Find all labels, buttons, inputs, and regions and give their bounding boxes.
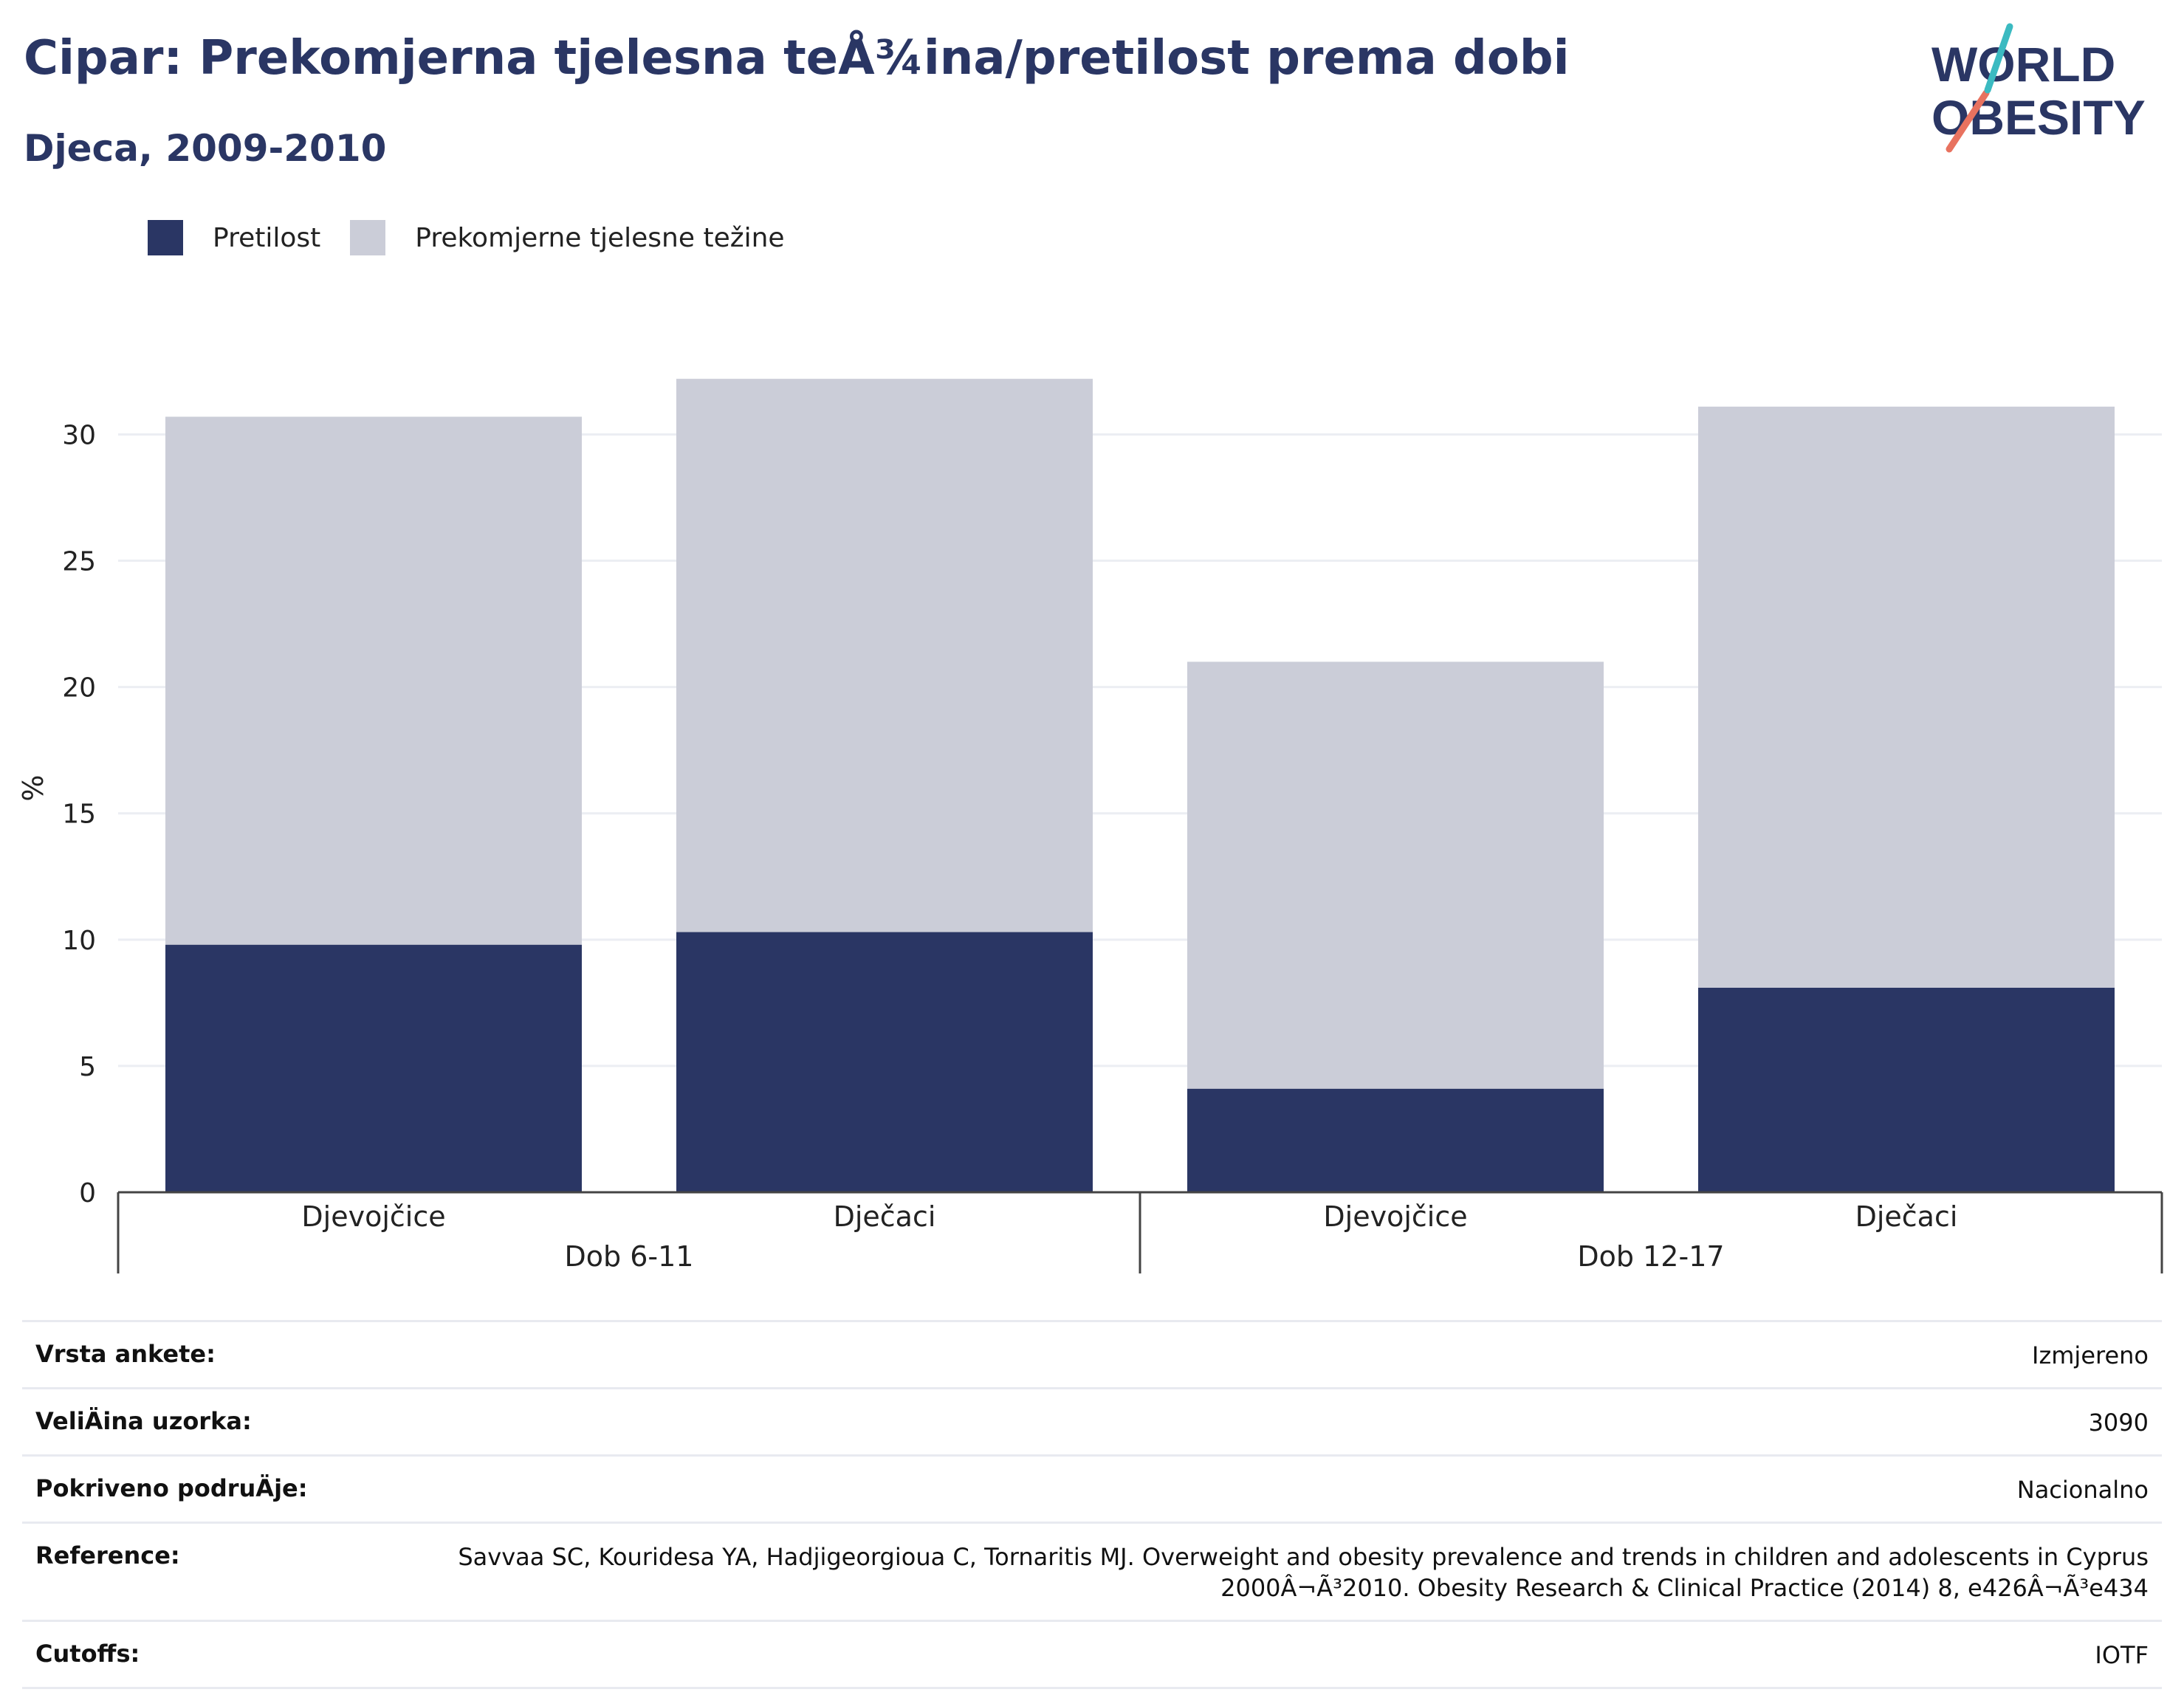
bar-overweight [676, 379, 1093, 932]
info-row-survey-type: Vrsta ankete: Izmjereno [22, 1320, 2162, 1387]
chart-subtitle: Djeca, 2009-2010 [24, 127, 386, 170]
legend-swatch-obesity [148, 220, 183, 255]
info-label: Reference: [35, 1541, 180, 1603]
bar-obesity [1698, 988, 2115, 1192]
y-tick-label: 15 [62, 800, 96, 830]
x-tick-label: Dječaci [834, 1200, 936, 1233]
info-label: Cutoffs: [35, 1640, 140, 1671]
y-tick-label: 20 [62, 673, 96, 704]
chart-legend: Pretilost Prekomjerne tjelesne težine [148, 219, 814, 257]
bar-overweight [165, 416, 582, 944]
bar-obesity [676, 932, 1093, 1192]
stacked-bar-chart: 0 5 10 15 20 25 30 Djevojčice Dječaci Djevojčice D… [0, 325, 2184, 1285]
group-label: Dob 12-17 [1577, 1240, 1724, 1273]
chart-title: Cipar: Prekomjerna tjelesna teÅ¾ina/pret… [24, 31, 1570, 86]
world-obesity-logo: WORLD OBESITY [1920, 22, 2171, 162]
logo-text-line1: WORLD [1931, 37, 2115, 92]
info-label: Vrsta ankete: [35, 1340, 216, 1371]
info-label: VeliÄ ina uzorka: [35, 1407, 252, 1438]
y-tick-label: 0 [79, 1178, 96, 1208]
bar-overweight [1698, 407, 2115, 988]
x-tick-label: Dječaci [1855, 1200, 1958, 1233]
logo-text-line2: OBESITY [1931, 90, 2146, 145]
x-tick-label: Djevojčice [301, 1200, 445, 1233]
info-row-sample-size: VeliÄ ina uzorka: 3090 [22, 1387, 2162, 1454]
info-value: IOTF [2095, 1640, 2149, 1671]
info-row-cutoffs: Cutoffs: IOTF [22, 1620, 2162, 1689]
bar-overweight [1187, 661, 1604, 1088]
info-row-reference: Reference: Savvaa SC, Kouridesa YA, Hadj… [22, 1522, 2162, 1620]
info-value: 3090 [2089, 1407, 2149, 1438]
survey-info-table: Vrsta ankete: Izmjereno VeliÄ ina uzorka… [22, 1320, 2162, 1689]
y-axis-label: % [17, 774, 49, 801]
legend-item-obesity[interactable]: Pretilost [148, 220, 320, 255]
legend-label-overweight: Prekomjerne tjelesne težine [415, 223, 784, 253]
info-value: Izmjereno [2032, 1340, 2149, 1371]
info-row-coverage: Pokriveno podruÄ je: Nacionalno [22, 1454, 2162, 1522]
bars [165, 379, 2115, 1192]
y-tick-label: 5 [79, 1052, 96, 1082]
y-tick-label: 30 [62, 420, 96, 450]
y-tick-label: 25 [62, 547, 96, 577]
bar-obesity [1187, 1089, 1604, 1192]
y-tick-label: 10 [62, 926, 96, 956]
legend-swatch-overweight [350, 220, 385, 255]
info-value: Savvaa SC, Kouridesa YA, Hadjigeorgioua … [377, 1541, 2149, 1603]
bar-obesity [165, 945, 582, 1192]
info-value: Nacionalno [2017, 1474, 2149, 1505]
legend-label-obesity: Pretilost [213, 223, 320, 253]
group-label: Dob 6-11 [565, 1240, 694, 1273]
legend-item-overweight[interactable]: Prekomjerne tjelesne težine [350, 220, 784, 255]
x-tick-label: Djevojčice [1323, 1200, 1467, 1233]
info-label: Pokriveno podruÄ je: [35, 1474, 308, 1505]
